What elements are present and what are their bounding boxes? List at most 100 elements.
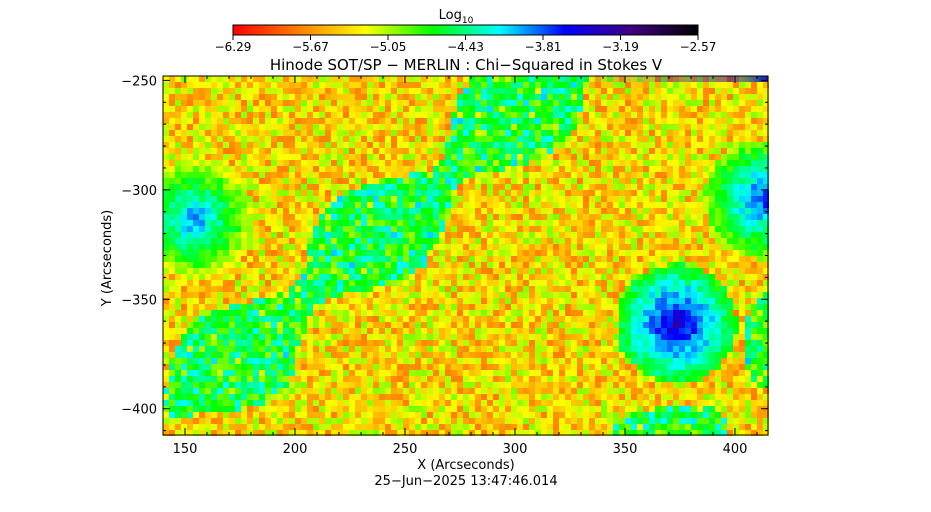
heatmap-cell	[541, 112, 547, 118]
heatmap-cell	[343, 148, 349, 154]
heatmap-cell	[667, 88, 673, 94]
heatmap-cell	[283, 364, 289, 370]
heatmap-cell	[301, 322, 307, 328]
heatmap-cell	[343, 226, 349, 232]
heatmap-cell	[463, 136, 469, 142]
heatmap-cell	[649, 166, 655, 172]
heatmap-cell	[625, 136, 631, 142]
heatmap-cell	[295, 274, 301, 280]
heatmap-cell	[625, 262, 631, 268]
heatmap-cell	[343, 106, 349, 112]
heatmap-cell	[433, 268, 439, 274]
heatmap-cell	[583, 232, 589, 238]
heatmap-cell	[475, 334, 481, 340]
heatmap-cell	[733, 364, 739, 370]
heatmap-cell	[493, 88, 499, 94]
heatmap-cell	[283, 340, 289, 346]
heatmap-cell	[637, 88, 643, 94]
heatmap-cell	[685, 274, 691, 280]
heatmap-cell	[199, 172, 205, 178]
heatmap-cell	[217, 130, 223, 136]
heatmap-cell	[493, 334, 499, 340]
heatmap-cell	[673, 352, 679, 358]
heatmap-cell	[667, 232, 673, 238]
heatmap-cell	[469, 82, 475, 88]
heatmap-cell	[745, 238, 751, 244]
heatmap-cell	[301, 148, 307, 154]
heatmap-cell	[679, 202, 685, 208]
heatmap-cell	[517, 268, 523, 274]
heatmap-cell	[541, 274, 547, 280]
heatmap-cell	[187, 256, 193, 262]
heatmap-cell	[727, 280, 733, 286]
heatmap-cell	[745, 352, 751, 358]
heatmap-cell	[301, 106, 307, 112]
heatmap-cell	[427, 184, 433, 190]
heatmap-cell	[439, 316, 445, 322]
heatmap-cell	[373, 160, 379, 166]
heatmap-cell	[481, 292, 487, 298]
heatmap-cell	[325, 160, 331, 166]
heatmap-cell	[619, 346, 625, 352]
heatmap-cell	[181, 316, 187, 322]
heatmap-cell	[511, 178, 517, 184]
heatmap-cell	[631, 106, 637, 112]
heatmap-cell	[301, 274, 307, 280]
heatmap-cell	[481, 256, 487, 262]
heatmap-cell	[583, 358, 589, 364]
heatmap-cell	[757, 250, 763, 256]
heatmap-cell	[331, 184, 337, 190]
heatmap-cell	[301, 94, 307, 100]
heatmap-cell	[277, 112, 283, 118]
heatmap-cell	[703, 358, 709, 364]
heatmap-cell	[175, 130, 181, 136]
heatmap-cell	[667, 340, 673, 346]
heatmap-cell	[205, 262, 211, 268]
heatmap-cell	[175, 148, 181, 154]
heatmap-cell	[703, 130, 709, 136]
heatmap-cell	[259, 340, 265, 346]
heatmap-cell	[757, 310, 763, 316]
heatmap-cell	[535, 232, 541, 238]
heatmap-cell	[331, 244, 337, 250]
heatmap-cell	[547, 208, 553, 214]
heatmap-cell	[505, 214, 511, 220]
heatmap-cell	[505, 358, 511, 364]
heatmap-cell	[175, 358, 181, 364]
heatmap-cell	[535, 88, 541, 94]
heatmap-cell	[535, 298, 541, 304]
heatmap-cell	[433, 202, 439, 208]
heatmap-cell	[637, 280, 643, 286]
heatmap-cell	[301, 214, 307, 220]
heatmap-cell	[193, 346, 199, 352]
heatmap-cell	[625, 226, 631, 232]
heatmap-cell	[535, 310, 541, 316]
heatmap-cell	[553, 166, 559, 172]
heatmap-cell	[259, 232, 265, 238]
heatmap-cell	[445, 316, 451, 322]
heatmap-cell	[265, 106, 271, 112]
heatmap-cell	[391, 202, 397, 208]
heatmap-cell	[481, 346, 487, 352]
heatmap-cell	[295, 250, 301, 256]
heatmap-cell	[757, 322, 763, 328]
heatmap-cell	[403, 154, 409, 160]
heatmap-cell	[367, 226, 373, 232]
heatmap-cell	[625, 214, 631, 220]
heatmap-cell	[169, 88, 175, 94]
heatmap-cell	[355, 178, 361, 184]
heatmap-cell	[385, 172, 391, 178]
heatmap-cell	[595, 244, 601, 250]
heatmap-cell	[271, 154, 277, 160]
heatmap-cell	[217, 148, 223, 154]
heatmap-cell	[409, 136, 415, 142]
heatmap-cell	[187, 238, 193, 244]
heatmap-cell	[421, 292, 427, 298]
heatmap-cell	[187, 298, 193, 304]
heatmap-cell	[283, 238, 289, 244]
heatmap-cell	[427, 214, 433, 220]
heatmap-cell	[517, 94, 523, 100]
heatmap-cell	[367, 328, 373, 334]
heatmap-cell	[223, 130, 229, 136]
heatmap-cell	[751, 112, 757, 118]
